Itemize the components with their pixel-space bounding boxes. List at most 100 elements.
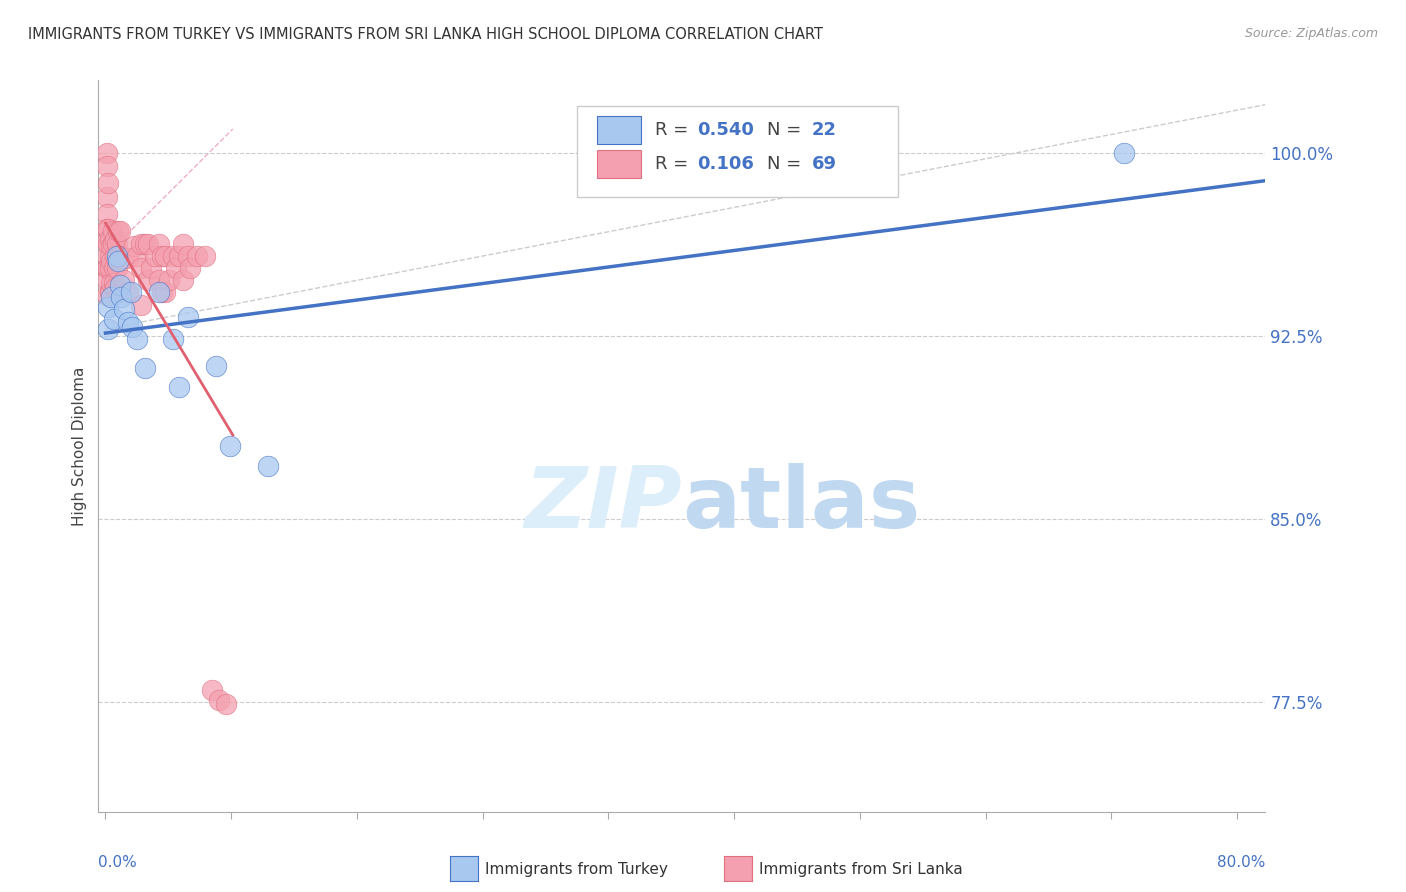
Point bbox=[139, 260, 162, 275]
Point bbox=[129, 297, 152, 311]
Text: 69: 69 bbox=[811, 154, 837, 173]
Point bbox=[193, 249, 215, 263]
Point bbox=[98, 260, 121, 275]
Text: 0.0%: 0.0% bbox=[98, 855, 138, 870]
Point bbox=[134, 361, 156, 376]
Point bbox=[205, 359, 228, 373]
Point bbox=[100, 253, 122, 268]
Point bbox=[98, 285, 121, 300]
Point bbox=[98, 249, 121, 263]
Text: Immigrants from Sri Lanka: Immigrants from Sri Lanka bbox=[759, 863, 963, 877]
Point bbox=[97, 236, 120, 251]
Point bbox=[96, 146, 118, 161]
Text: 0.106: 0.106 bbox=[697, 154, 754, 173]
Point bbox=[117, 315, 139, 329]
Point bbox=[121, 319, 143, 334]
Point bbox=[107, 253, 129, 268]
Text: ZIP: ZIP bbox=[524, 463, 682, 546]
Point bbox=[97, 222, 120, 236]
Point bbox=[148, 236, 170, 251]
Point bbox=[103, 276, 125, 290]
FancyBboxPatch shape bbox=[596, 116, 641, 144]
Point bbox=[112, 252, 135, 266]
Text: 80.0%: 80.0% bbox=[1218, 855, 1265, 870]
Point bbox=[100, 276, 122, 290]
Point bbox=[112, 273, 135, 287]
Point bbox=[1112, 146, 1135, 161]
Point bbox=[96, 159, 118, 173]
Point bbox=[101, 224, 124, 238]
Point bbox=[96, 190, 118, 204]
Point bbox=[96, 260, 118, 275]
Y-axis label: High School Diploma: High School Diploma bbox=[72, 367, 87, 525]
Point bbox=[179, 260, 201, 275]
Point bbox=[148, 285, 170, 300]
Point bbox=[110, 290, 132, 304]
Point bbox=[108, 278, 131, 293]
Point bbox=[136, 236, 159, 251]
Text: 22: 22 bbox=[811, 121, 837, 139]
Point bbox=[105, 236, 128, 251]
Point bbox=[148, 273, 170, 287]
Point bbox=[172, 273, 194, 287]
Text: Source: ZipAtlas.com: Source: ZipAtlas.com bbox=[1244, 27, 1378, 40]
Point bbox=[108, 249, 131, 263]
Text: Immigrants from Turkey: Immigrants from Turkey bbox=[485, 863, 668, 877]
Point bbox=[153, 285, 176, 300]
Text: R =: R = bbox=[655, 121, 695, 139]
Point bbox=[219, 439, 242, 453]
Point bbox=[150, 249, 173, 263]
Point bbox=[96, 222, 118, 236]
Point bbox=[153, 249, 176, 263]
Point bbox=[101, 236, 124, 251]
Point bbox=[150, 285, 173, 300]
Point bbox=[208, 692, 231, 706]
Point bbox=[104, 249, 127, 263]
Point bbox=[97, 176, 120, 190]
Point bbox=[104, 280, 127, 294]
Point bbox=[117, 285, 139, 300]
Point bbox=[105, 260, 128, 275]
Point bbox=[96, 249, 118, 263]
Point bbox=[112, 302, 135, 317]
Text: R =: R = bbox=[655, 154, 695, 173]
Point bbox=[96, 207, 118, 221]
FancyBboxPatch shape bbox=[576, 106, 898, 197]
Point bbox=[122, 239, 145, 253]
Point bbox=[97, 322, 120, 336]
Point bbox=[96, 288, 118, 302]
Point bbox=[215, 698, 238, 712]
Point bbox=[165, 260, 187, 275]
Point bbox=[200, 682, 222, 697]
Point bbox=[162, 332, 184, 346]
Point bbox=[172, 236, 194, 251]
Point bbox=[96, 273, 118, 287]
Point bbox=[96, 234, 118, 248]
Point bbox=[125, 332, 148, 346]
Point bbox=[129, 260, 152, 275]
Text: N =: N = bbox=[768, 154, 807, 173]
Point bbox=[103, 312, 125, 326]
Text: N =: N = bbox=[768, 121, 807, 139]
Text: 0.540: 0.540 bbox=[697, 121, 754, 139]
Point bbox=[143, 249, 166, 263]
Point bbox=[129, 236, 152, 251]
Point bbox=[98, 285, 121, 300]
Point bbox=[134, 236, 156, 251]
Point bbox=[125, 249, 148, 263]
Point bbox=[257, 458, 280, 473]
Point bbox=[107, 224, 129, 238]
Point bbox=[103, 260, 125, 275]
Point bbox=[117, 252, 139, 266]
Point bbox=[98, 232, 121, 246]
Point bbox=[97, 300, 120, 314]
Point bbox=[107, 249, 129, 263]
Text: IMMIGRANTS FROM TURKEY VS IMMIGRANTS FROM SRI LANKA HIGH SCHOOL DIPLOMA CORRELAT: IMMIGRANTS FROM TURKEY VS IMMIGRANTS FRO… bbox=[28, 27, 823, 42]
Point bbox=[97, 260, 120, 275]
Point bbox=[157, 273, 180, 287]
Point bbox=[108, 285, 131, 300]
Point bbox=[167, 380, 190, 394]
Point bbox=[176, 310, 198, 324]
Point bbox=[100, 239, 122, 253]
Point bbox=[104, 232, 127, 246]
